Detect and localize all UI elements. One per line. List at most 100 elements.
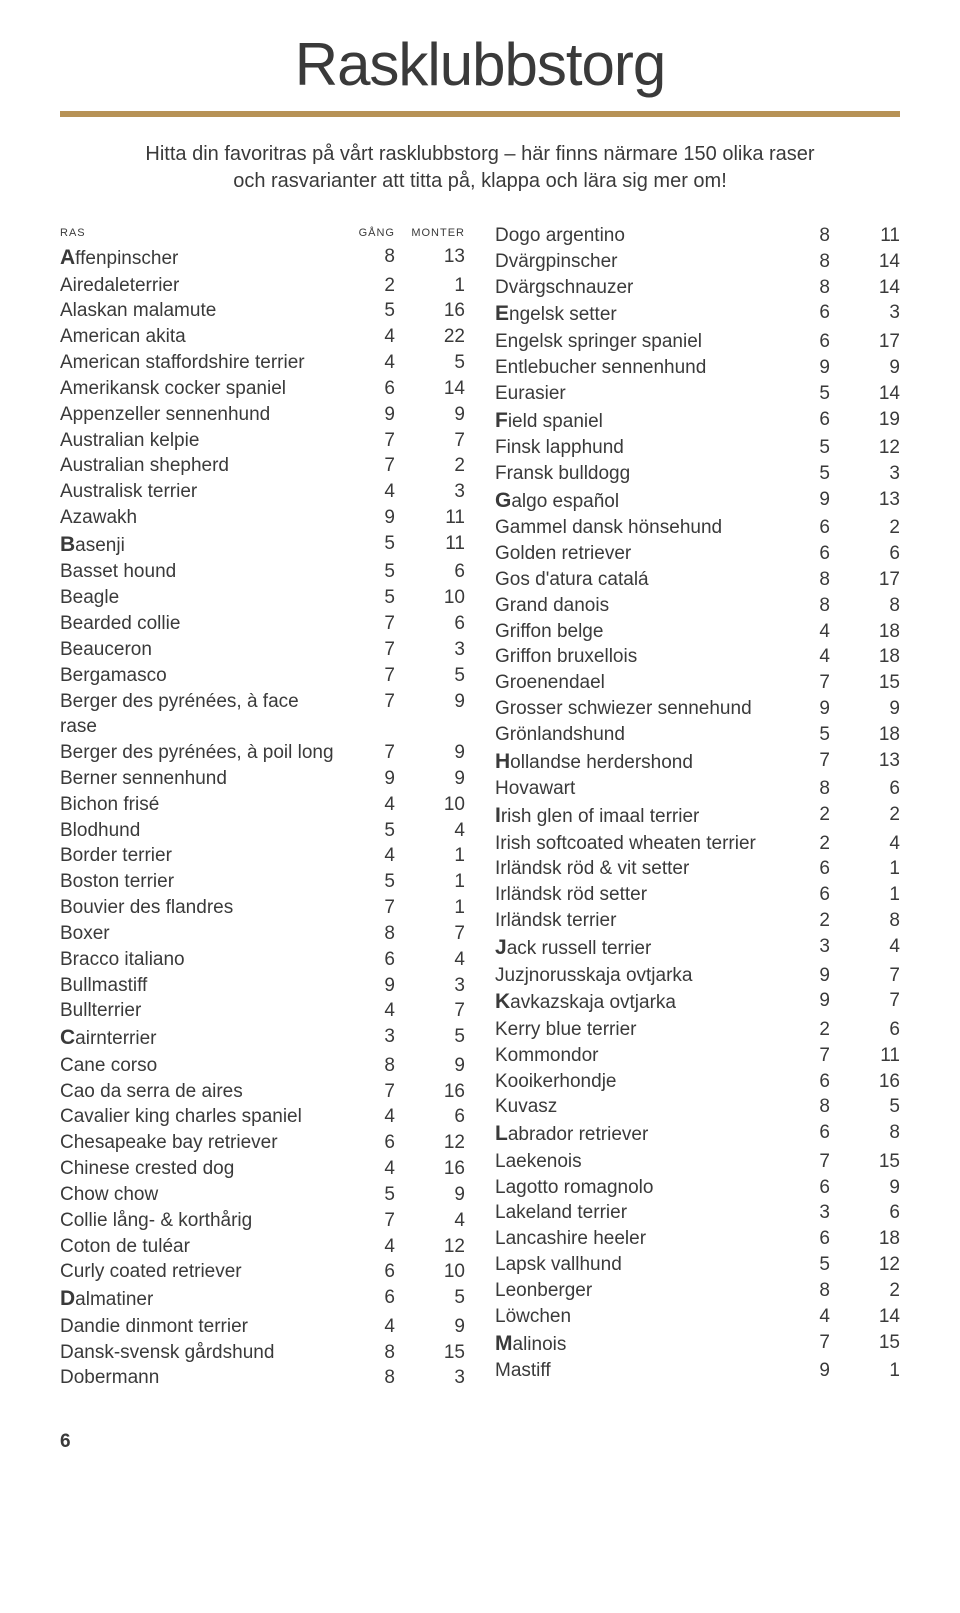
breed-name: Cao da serra de aires — [60, 1079, 337, 1105]
left-column: ras gång monter Affenpinscher813Airedale… — [60, 223, 465, 1391]
alpha-lead: A — [60, 246, 75, 269]
breed-name: American akita — [60, 324, 337, 350]
table-row: Kavkazskaja ovtjarka97 — [495, 988, 900, 1017]
monter-value: 9 — [395, 740, 465, 766]
table-row: Bearded collie76 — [60, 611, 465, 637]
breed-name: Grönlandshund — [495, 722, 772, 748]
breed-name: Malinois — [495, 1330, 772, 1359]
table-row: Dogo argentino811 — [495, 223, 900, 249]
monter-value: 3 — [395, 973, 465, 999]
monter-value: 16 — [830, 1069, 900, 1095]
breed-name: Grand danois — [495, 593, 772, 619]
breed-name: Beagle — [60, 585, 337, 611]
table-row: Finsk lapphund512 — [495, 435, 900, 461]
breed-name: Griffon bruxellois — [495, 644, 772, 670]
table-row: Beagle510 — [60, 585, 465, 611]
gang-value: 5 — [772, 435, 830, 461]
gang-value: 7 — [772, 748, 830, 777]
monter-value: 16 — [395, 298, 465, 324]
table-row: Fransk bulldogg53 — [495, 461, 900, 487]
monter-value: 8 — [830, 593, 900, 619]
monter-value: 10 — [395, 585, 465, 611]
table-row: Hovawart86 — [495, 776, 900, 802]
monter-value: 7 — [395, 998, 465, 1024]
table-row: Irish softcoated wheaten terrier24 — [495, 831, 900, 857]
breed-name: Appenzeller sennenhund — [60, 402, 337, 428]
table-row: Bichon frisé410 — [60, 792, 465, 818]
alpha-lead: E — [495, 302, 509, 325]
monter-value: 3 — [830, 461, 900, 487]
table-row: Alaskan malamute516 — [60, 298, 465, 324]
gang-value: 6 — [772, 882, 830, 908]
gang-value: 3 — [772, 1200, 830, 1226]
breed-name: Labrador retriever — [495, 1120, 772, 1149]
gang-value: 6 — [337, 1259, 395, 1285]
monter-value: 4 — [830, 831, 900, 857]
monter-value: 9 — [395, 1182, 465, 1208]
table-row: Dvärgpinscher814 — [495, 249, 900, 275]
table-row: Eurasier514 — [495, 381, 900, 407]
monter-value: 5 — [395, 1285, 465, 1314]
monter-value: 17 — [830, 567, 900, 593]
table-row: Galgo español913 — [495, 487, 900, 516]
breed-name: Bullterrier — [60, 998, 337, 1024]
breed-name: Coton de tuléar — [60, 1234, 337, 1260]
gang-value: 5 — [337, 559, 395, 585]
monter-value: 3 — [395, 637, 465, 663]
table-row: Bullterrier47 — [60, 998, 465, 1024]
monter-value: 16 — [395, 1156, 465, 1182]
gang-value: 5 — [337, 298, 395, 324]
breed-name: Lapsk vallhund — [495, 1252, 772, 1278]
monter-value: 6 — [830, 776, 900, 802]
table-row: Juzjnorusskaja ovtjarka97 — [495, 963, 900, 989]
gang-value: 4 — [772, 644, 830, 670]
monter-value: 11 — [395, 505, 465, 531]
table-row: Labrador retriever68 — [495, 1120, 900, 1149]
breed-name: Airedaleterrier — [60, 273, 337, 299]
breed-name: Hollandse herdershond — [495, 748, 772, 777]
monter-value: 11 — [395, 531, 465, 560]
breed-name: Affenpinscher — [60, 244, 337, 273]
gang-value: 9 — [772, 1358, 830, 1384]
breed-name: Australian kelpie — [60, 428, 337, 454]
right-column: Dogo argentino811Dvärgpinscher814Dvärgsc… — [495, 223, 900, 1391]
monter-value: 10 — [395, 792, 465, 818]
table-row: Irish glen of imaal terrier22 — [495, 802, 900, 831]
column-header: ras gång monter — [60, 223, 465, 240]
monter-value: 10 — [395, 1259, 465, 1285]
breed-name: Cairnterrier — [60, 1024, 337, 1053]
monter-value: 1 — [395, 273, 465, 299]
gang-value: 6 — [337, 947, 395, 973]
gang-value: 4 — [337, 1314, 395, 1340]
gang-value: 2 — [772, 831, 830, 857]
breed-name: Basset hound — [60, 559, 337, 585]
monter-value: 4 — [830, 934, 900, 963]
table-row: Malinois715 — [495, 1330, 900, 1359]
alpha-lead: J — [495, 936, 507, 959]
gang-value: 9 — [337, 973, 395, 999]
breed-name: Dvärgschnauzer — [495, 275, 772, 301]
monter-value: 11 — [830, 223, 900, 249]
monter-value: 7 — [830, 988, 900, 1017]
gang-value: 9 — [337, 402, 395, 428]
table-row: Beauceron73 — [60, 637, 465, 663]
monter-value: 2 — [830, 802, 900, 831]
gang-value: 9 — [337, 766, 395, 792]
table-row: Berger des pyrénées, à face rase79 — [60, 689, 465, 741]
monter-value: 14 — [395, 376, 465, 402]
monter-value: 14 — [830, 249, 900, 275]
monter-value: 9 — [830, 696, 900, 722]
monter-value: 18 — [830, 722, 900, 748]
breed-name: Gos d'atura catalá — [495, 567, 772, 593]
gang-value: 4 — [772, 619, 830, 645]
monter-value: 2 — [395, 453, 465, 479]
alpha-lead: K — [495, 990, 510, 1013]
breed-name: Berger des pyrénées, à face rase — [60, 689, 337, 741]
breed-name: Border terrier — [60, 843, 337, 869]
gang-value: 6 — [337, 376, 395, 402]
table-row: Basset hound56 — [60, 559, 465, 585]
monter-value: 1 — [830, 882, 900, 908]
monter-value: 15 — [830, 670, 900, 696]
breed-name: Field spaniel — [495, 407, 772, 436]
monter-value: 18 — [830, 619, 900, 645]
